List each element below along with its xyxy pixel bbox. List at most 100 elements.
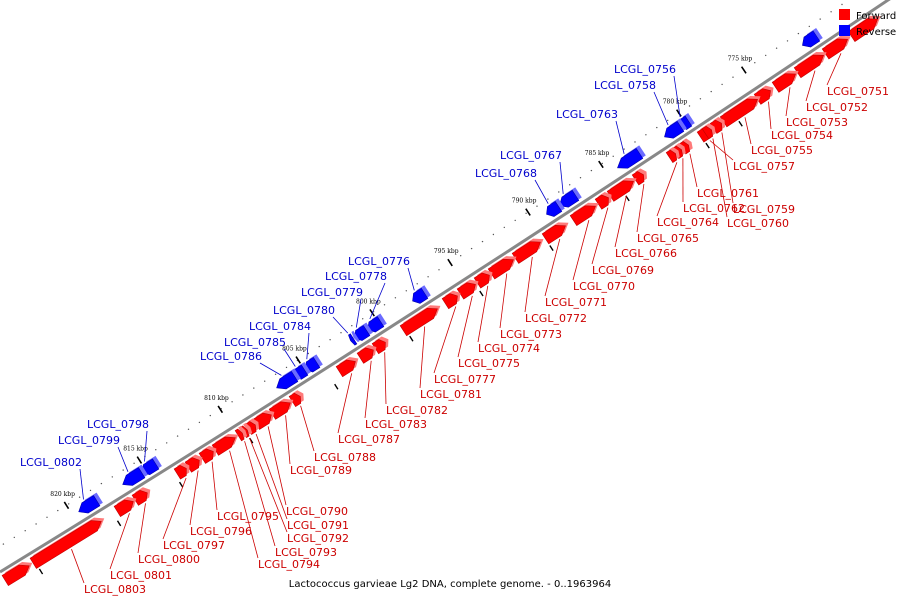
gene-feature-lcgl-0801[interactable] bbox=[113, 496, 137, 517]
inner-tick bbox=[705, 142, 710, 149]
gene-label-lcgl-0776: LCGL_0776 bbox=[348, 255, 410, 268]
gene-feature-lcgl-0771[interactable] bbox=[541, 222, 569, 245]
feature-face bbox=[606, 180, 634, 202]
gene-feature-lcgl-0775[interactable] bbox=[456, 279, 479, 300]
gene-label-lcgl-0751: LCGL_0751 bbox=[827, 85, 889, 98]
gene-feature-lcgl-0778[interactable] bbox=[367, 313, 387, 333]
gene-leader-line bbox=[572, 219, 590, 281]
gene-feature-lcgl-0772[interactable] bbox=[511, 238, 544, 264]
gene-feature-lcgl-0794[interactable] bbox=[211, 433, 239, 456]
minor-tick bbox=[775, 47, 778, 49]
feature-face bbox=[29, 520, 102, 569]
gene-label-lcgl-0769: LCGL_0769 bbox=[592, 264, 654, 277]
feature-face bbox=[367, 316, 385, 333]
gene-label-lcgl-0785: LCGL_0785 bbox=[224, 336, 286, 349]
gene-feature-lcgl-0797[interactable] bbox=[173, 462, 190, 480]
minor-tick bbox=[623, 148, 625, 150]
gene-label-lcgl-0796: LCGL_0796 bbox=[190, 525, 252, 538]
gene-feature-lcgl-0788[interactable] bbox=[288, 390, 304, 408]
minor-tick bbox=[797, 32, 800, 35]
gene-label-lcgl-0794: LCGL_0794 bbox=[258, 558, 320, 571]
gene-leader-line bbox=[419, 326, 426, 389]
gene-feature-lcgl-0765[interactable] bbox=[631, 168, 647, 186]
gene-feature-lcgl-0796[interactable] bbox=[184, 454, 203, 473]
feature-face bbox=[487, 258, 514, 280]
feature-face bbox=[511, 241, 541, 264]
gene-feature-lcgl-0753[interactable] bbox=[771, 70, 799, 93]
gene-leader-line bbox=[162, 477, 187, 540]
gene-feature-lcgl-0795[interactable] bbox=[198, 445, 217, 464]
gene-label-lcgl-0760: LCGL_0760 bbox=[727, 217, 789, 230]
gene-feature-lcgl-0779[interactable] bbox=[354, 322, 373, 341]
gene-label-lcgl-0765: LCGL_0765 bbox=[637, 232, 699, 245]
minor-tick bbox=[2, 543, 5, 545]
minor-tick bbox=[492, 233, 495, 236]
inner-tick bbox=[409, 335, 414, 342]
gene-feature-lcgl-0770[interactable] bbox=[569, 202, 599, 227]
gene-leader-line bbox=[259, 362, 282, 376]
gene-feature-lcgl-0800[interactable] bbox=[131, 487, 151, 506]
gene-leader-line bbox=[689, 153, 698, 188]
gene-leader-line bbox=[544, 238, 561, 297]
gene-feature-lcgl-0758[interactable] bbox=[664, 118, 687, 139]
gene-feature-edge-forward-b[interactable] bbox=[1, 561, 33, 587]
gene-feature-lcgl-0769[interactable] bbox=[594, 191, 612, 210]
gene-label-lcgl-0798: LCGL_0798 bbox=[87, 418, 149, 431]
minor-tick bbox=[209, 414, 211, 417]
gene-feature-lcgl-0766[interactable] bbox=[606, 177, 637, 202]
gene-feature-lcgl-0780[interactable] bbox=[348, 330, 360, 346]
tick-label: 815 kbp bbox=[123, 446, 148, 453]
gene-feature-lcgl-0798[interactable] bbox=[141, 455, 162, 476]
gene-feature-lcgl-0802[interactable] bbox=[78, 492, 103, 514]
gene-feature-lcgl-0767[interactable] bbox=[559, 187, 582, 208]
gene-feature-lcgl-0777[interactable] bbox=[441, 290, 461, 310]
gene-feature-edge-forward-a[interactable] bbox=[847, 15, 881, 42]
feature-face bbox=[141, 458, 160, 476]
minor-tick bbox=[558, 191, 560, 193]
gene-feature-lcgl-0784[interactable] bbox=[305, 354, 323, 373]
gene-feature-lcgl-0776[interactable] bbox=[412, 285, 431, 304]
gene-leader-line bbox=[300, 405, 315, 452]
gene-feature-lcgl-0759[interactable] bbox=[709, 117, 726, 134]
gene-feature-lcgl-0760[interactable] bbox=[701, 123, 716, 140]
tick-label: 805 kbp bbox=[282, 346, 307, 353]
gene-leader-line bbox=[614, 195, 627, 248]
gene-leader-line bbox=[144, 430, 148, 462]
gene-feature-lcgl-0768[interactable] bbox=[546, 198, 565, 217]
gene-label-lcgl-0754: LCGL_0754 bbox=[771, 129, 833, 142]
gene-feature-lcgl-0793[interactable] bbox=[234, 426, 248, 442]
gene-leader-line bbox=[744, 117, 752, 145]
gene-feature-lcgl-0782[interactable] bbox=[371, 336, 389, 355]
gene-feature-lcgl-0751[interactable] bbox=[821, 35, 851, 60]
gene-feature-lcgl-0787[interactable] bbox=[335, 356, 359, 378]
gene-feature-lcgl-0755[interactable] bbox=[719, 95, 761, 128]
gene-label-lcgl-0772: LCGL_0772 bbox=[525, 312, 587, 325]
feature-face bbox=[78, 495, 101, 514]
gene-feature-lcgl-0803[interactable] bbox=[29, 517, 105, 569]
gene-label-lcgl-0757: LCGL_0757 bbox=[733, 160, 795, 173]
gene-leader-line bbox=[433, 306, 457, 374]
gene-feature-lcgl-0773[interactable] bbox=[487, 256, 517, 280]
gene-feature-lcgl-0764[interactable] bbox=[665, 146, 680, 163]
gene-feature-lcgl-0774[interactable] bbox=[473, 269, 493, 289]
gene-label-lcgl-0762: LCGL_0762 bbox=[683, 202, 745, 215]
feature-face bbox=[356, 347, 374, 364]
minor-tick bbox=[274, 373, 277, 375]
feature-face bbox=[122, 467, 146, 486]
gene-feature-lcgl-0763[interactable] bbox=[617, 145, 646, 169]
gene-label-lcgl-0801: LCGL_0801 bbox=[110, 569, 172, 582]
gene-feature-lcgl-0786[interactable] bbox=[276, 368, 301, 390]
major-tick bbox=[136, 456, 143, 464]
gene-feature-lcgl-0799[interactable] bbox=[122, 464, 148, 486]
inner-tick bbox=[549, 245, 554, 251]
gene-feature-lcgl-0781[interactable] bbox=[399, 305, 441, 337]
gene-feature-lcgl-0783[interactable] bbox=[356, 344, 377, 364]
minor-tick bbox=[340, 332, 342, 334]
gene-label-lcgl-0763: LCGL_0763 bbox=[556, 108, 618, 121]
gene-feature-lcgl-0789[interactable] bbox=[268, 398, 294, 420]
minor-tick bbox=[765, 54, 767, 57]
gene-label-lcgl-0783: LCGL_0783 bbox=[365, 418, 427, 431]
gene-feature-edge-reverse-a[interactable] bbox=[802, 28, 823, 48]
gene-feature-lcgl-0752[interactable] bbox=[793, 51, 827, 79]
legend-forward-label: Forward bbox=[856, 11, 896, 22]
